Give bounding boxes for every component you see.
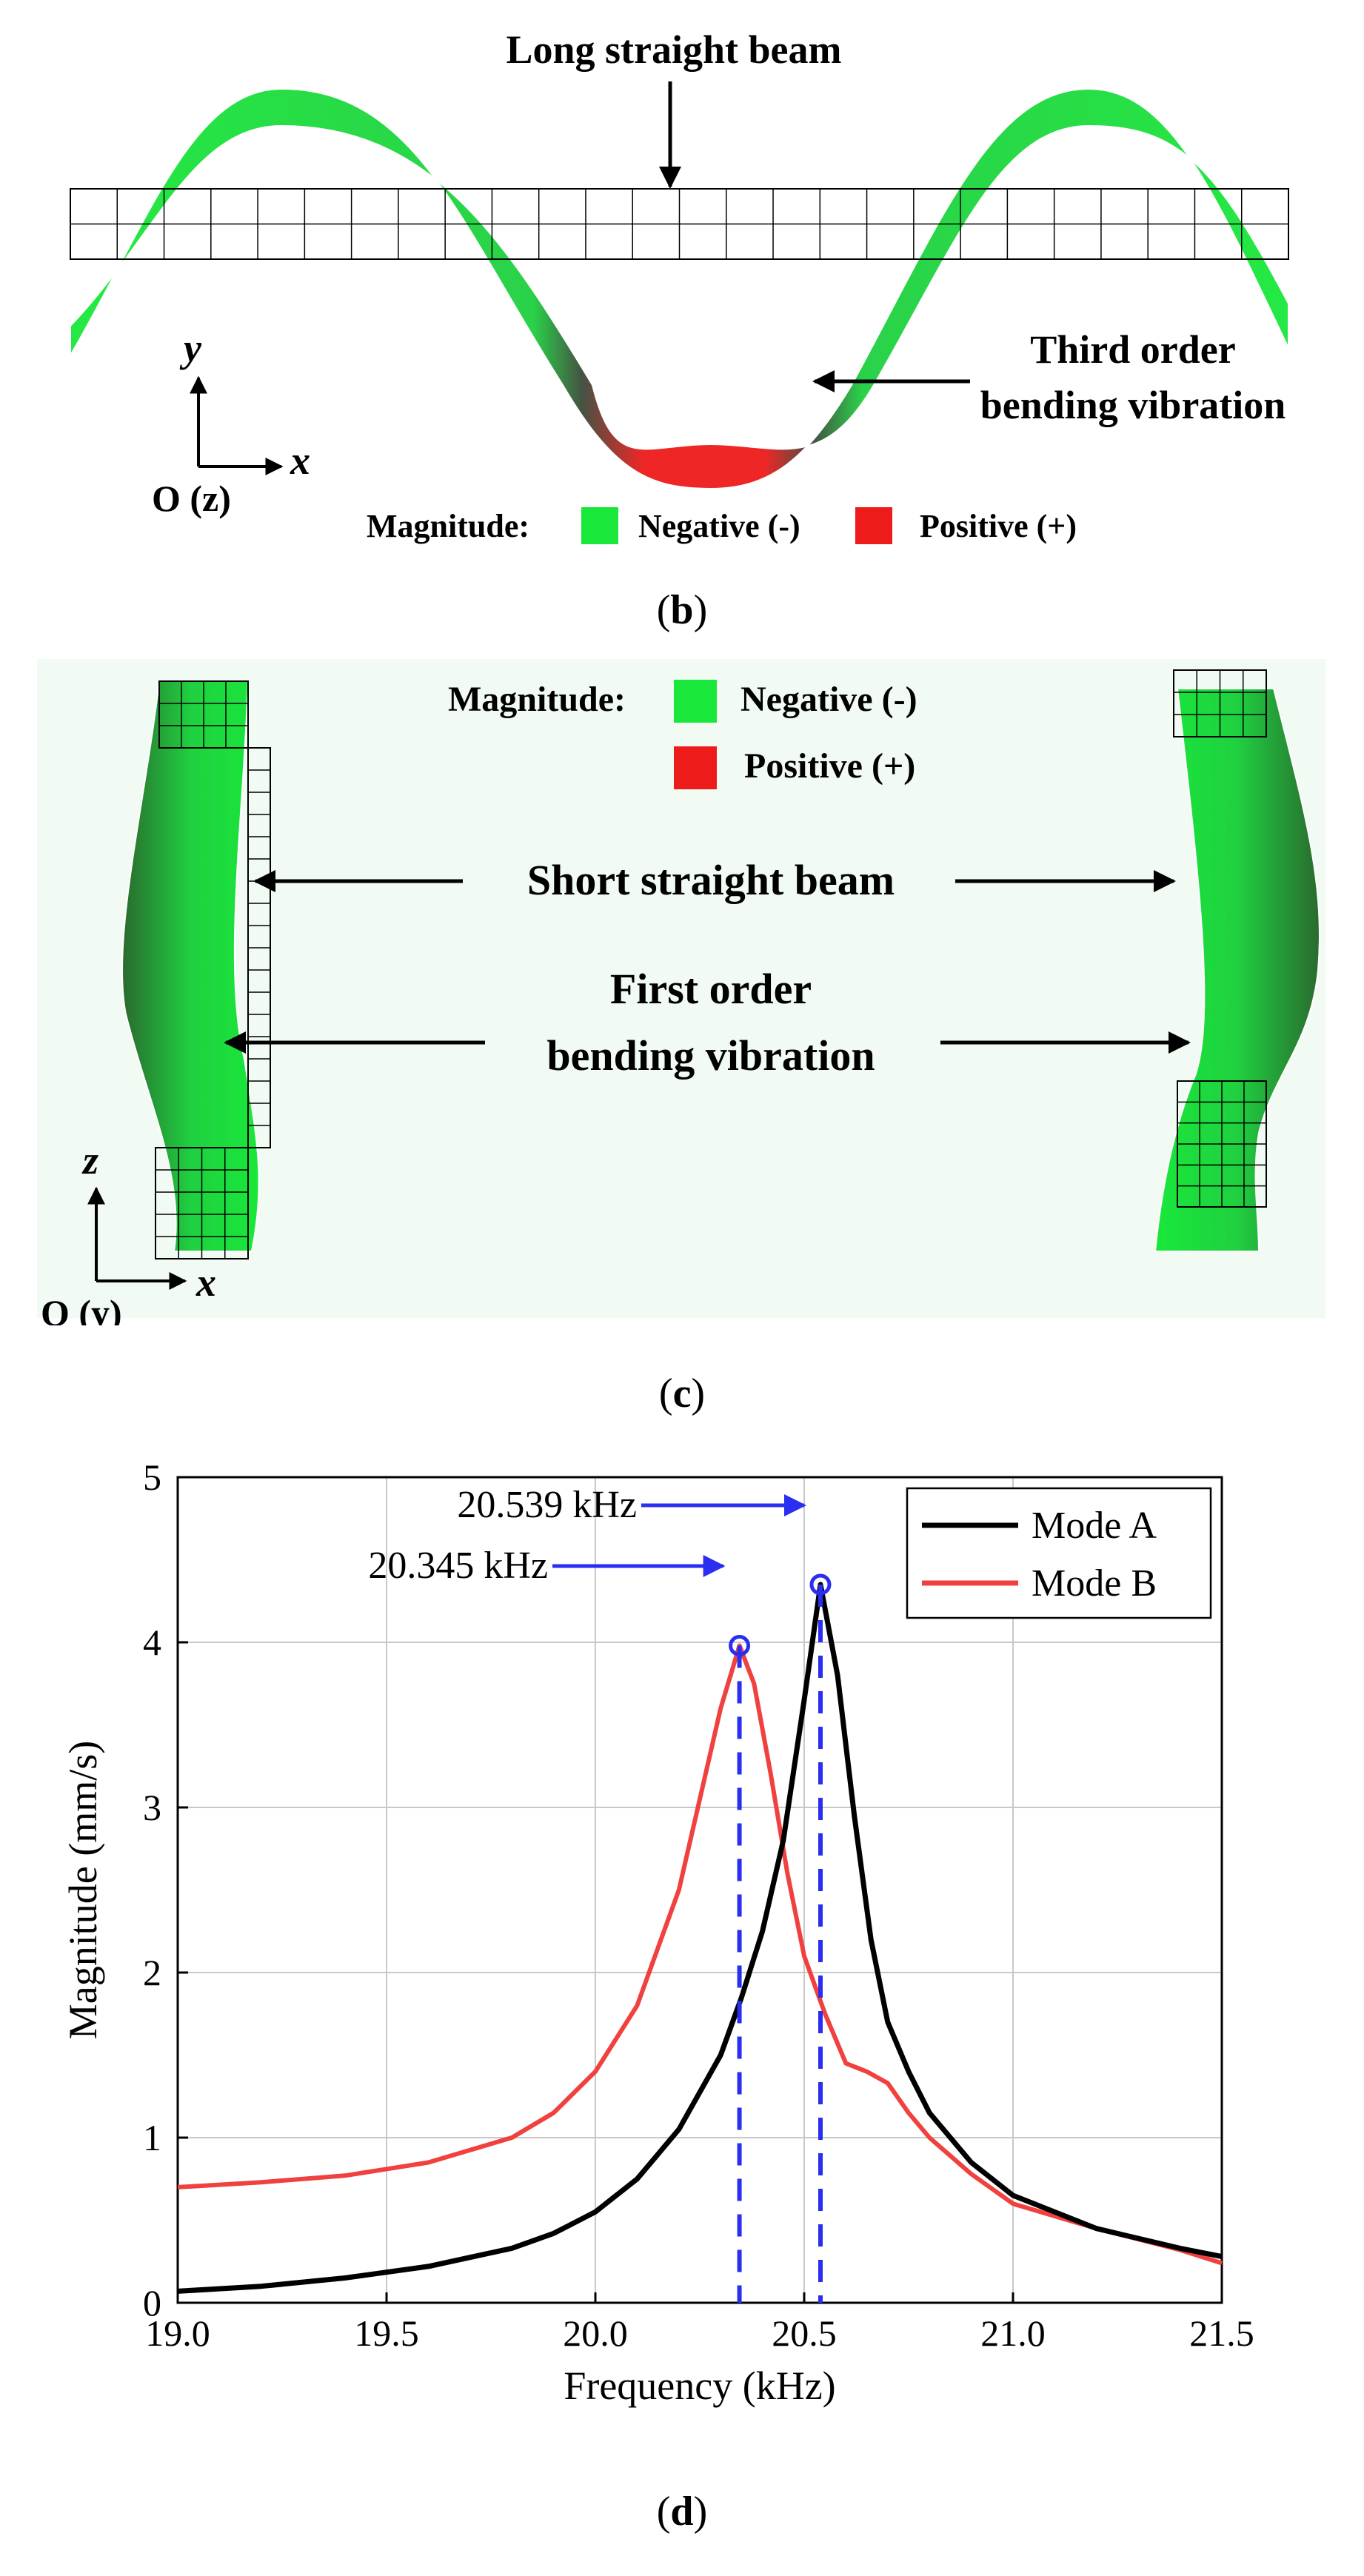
y-axis-label: Magnitude (mm/s) bbox=[61, 1741, 105, 2039]
legend-title-c: Magnitude: bbox=[448, 680, 626, 719]
x-tick-label: 20.5 bbox=[772, 2312, 837, 2354]
caption-letter-d: d bbox=[670, 2489, 694, 2535]
panel-b-figure: Long straight beam Third order bending v… bbox=[70, 27, 1289, 544]
peak-marker bbox=[729, 1634, 751, 1656]
caption-letter-c: c bbox=[672, 1371, 692, 1416]
y-tick-label: 0 bbox=[143, 2282, 161, 2324]
short-beam-label: Short straight beam bbox=[527, 856, 895, 904]
y-tick-label: 5 bbox=[143, 1456, 161, 1498]
legend-entry: Mode A bbox=[1032, 1505, 1157, 1547]
panel-c: Magnitude: Negative (-) Positive (+) Sho… bbox=[0, 659, 1364, 1444]
x-axis-label: Frequency (kHz) bbox=[564, 2363, 835, 2408]
y-tick-label: 2 bbox=[143, 1952, 161, 1993]
right-beam-grid bbox=[1173, 669, 1267, 1208]
legend-negative-b: Negative (-) bbox=[638, 508, 800, 544]
axis-x-label: x bbox=[290, 438, 310, 483]
origin-label-c: O (y) bbox=[41, 1292, 122, 1325]
panel-d: 19.0 19.5 20.0 20.5 21.0 21.5 0 1 2 3 4 5 Frequency … bbox=[0, 1451, 1364, 2576]
x-tick-label: 20.0 bbox=[563, 2312, 628, 2354]
panel-c-figure: Magnitude: Negative (-) Positive (+) Sho… bbox=[37, 659, 1325, 1334]
y-tick-label: 4 bbox=[143, 1622, 161, 1663]
long-beam-grid bbox=[70, 188, 1289, 260]
axis-x-label-c: x bbox=[195, 1260, 216, 1305]
x-tick-label: 21.0 bbox=[980, 2312, 1046, 2354]
x-tick-label: 19.0 bbox=[145, 2312, 210, 2354]
caption-d: (d) bbox=[656, 2489, 708, 2535]
vibration-label-line2: bending vibration bbox=[980, 383, 1286, 427]
legend-swatch-negative-b bbox=[581, 507, 618, 544]
left-beam-grid bbox=[155, 680, 271, 1259]
legend-c: Magnitude: Negative (-) Positive (+) bbox=[448, 680, 917, 789]
deformed-long-beam bbox=[70, 87, 1289, 490]
x-tick-label: 19.5 bbox=[354, 2312, 419, 2354]
legend-positive-b: Positive (+) bbox=[920, 508, 1077, 544]
caption-b: (b) bbox=[656, 587, 708, 633]
axis-z-label: z bbox=[81, 1138, 98, 1182]
legend-swatch-positive-b bbox=[855, 507, 892, 544]
y-tick-label: 3 bbox=[143, 1787, 161, 1828]
first-order-label-line2: bending vibration bbox=[546, 1031, 875, 1080]
series-line-mode-a bbox=[177, 1582, 1223, 2294]
axis-y-label: y bbox=[179, 326, 202, 370]
axes-indicator-b: y x O (z) bbox=[152, 326, 310, 519]
legend-swatch-negative-c bbox=[674, 680, 717, 723]
peak-marker bbox=[809, 1573, 832, 1596]
vibration-label-line1: Third order bbox=[1030, 327, 1236, 372]
left-deformed-beam bbox=[121, 680, 260, 1252]
legend-positive-c: Positive (+) bbox=[744, 746, 915, 786]
series-line-mode-b bbox=[177, 1643, 1223, 2266]
legend-negative-c: Negative (-) bbox=[740, 680, 917, 719]
first-order-label-line1: First order bbox=[610, 965, 812, 1013]
origin-label-b: O (z) bbox=[152, 478, 231, 519]
frequency-response-chart: 19.0 19.5 20.0 20.5 21.0 21.5 0 1 2 3 4 5 Frequency … bbox=[61, 1456, 1254, 2408]
legend-swatch-positive-c bbox=[674, 746, 717, 789]
x-tick-label: 21.5 bbox=[1189, 2312, 1254, 2354]
right-deformed-beam bbox=[1154, 688, 1320, 1252]
legend-entry: Mode B bbox=[1032, 1562, 1157, 1605]
long-beam-label: Long straight beam bbox=[506, 27, 841, 72]
legend-title-b: Magnitude: bbox=[367, 508, 529, 544]
caption-c: (c) bbox=[658, 1371, 706, 1416]
peak-label: 20.345 kHz bbox=[368, 1545, 548, 1587]
panel-b: Long straight beam Third order bending v… bbox=[0, 0, 1364, 666]
legend-b: Magnitude: Negative (-) Positive (+) bbox=[367, 507, 1077, 544]
peak-label: 20.539 kHz bbox=[457, 1484, 637, 1526]
caption-letter-b: b bbox=[670, 587, 694, 633]
y-tick-label: 1 bbox=[143, 2117, 161, 2158]
chart-legend bbox=[906, 1487, 1212, 1619]
plot-frame bbox=[176, 1476, 1223, 2304]
